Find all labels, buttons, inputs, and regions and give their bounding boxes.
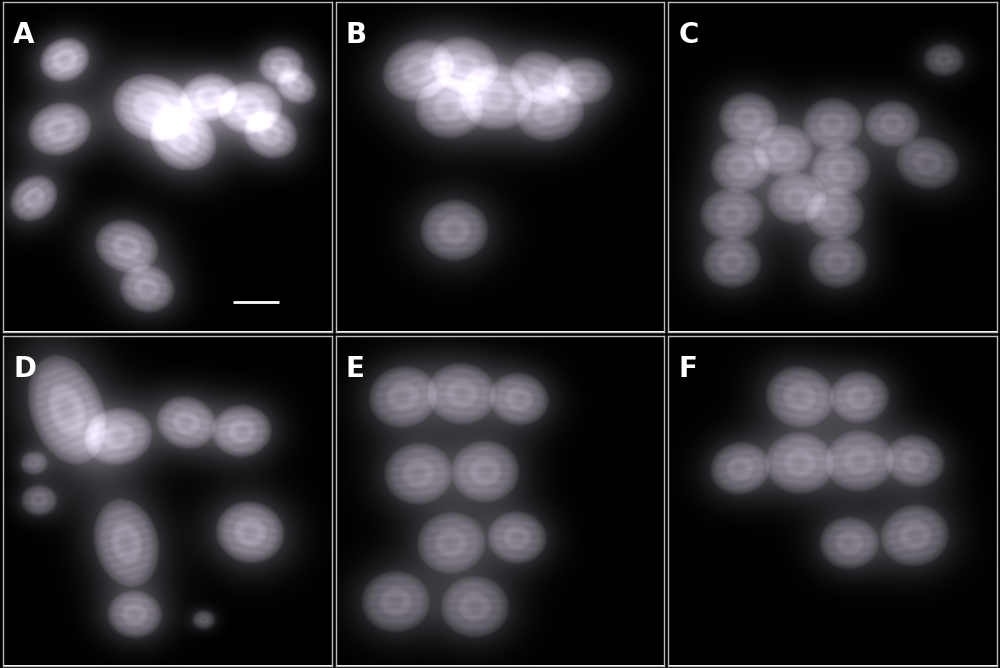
Text: F: F (679, 355, 697, 383)
Text: E: E (346, 355, 365, 383)
Text: D: D (13, 355, 36, 383)
Text: A: A (13, 21, 35, 49)
Text: C: C (679, 21, 699, 49)
Text: B: B (346, 21, 367, 49)
